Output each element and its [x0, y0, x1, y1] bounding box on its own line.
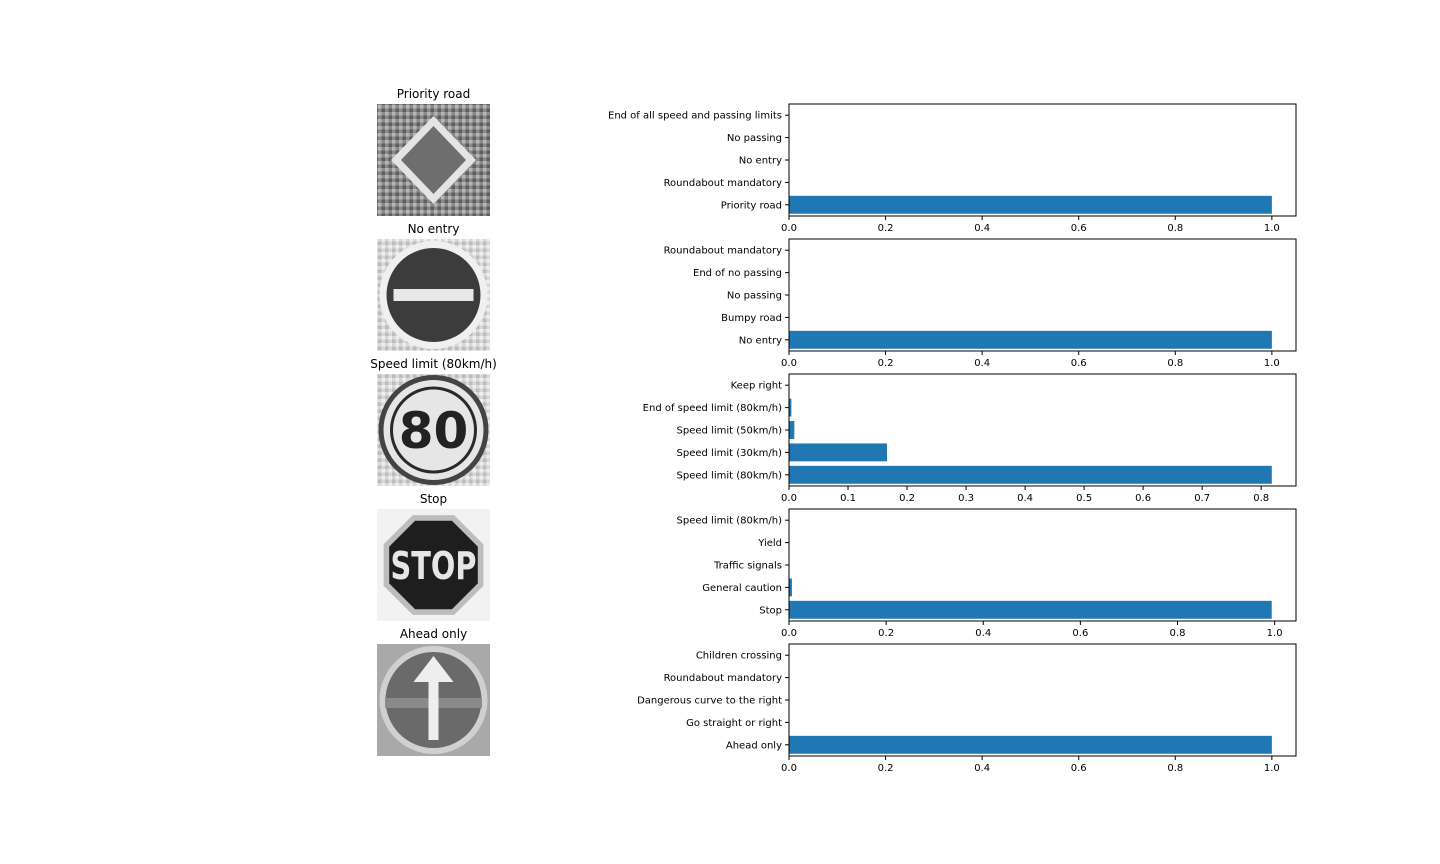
y-tick-label: Stop [759, 605, 782, 616]
sign-number: 80 [399, 402, 469, 460]
y-tick-label: Speed limit (80km/h) [677, 516, 783, 527]
y-tick-label: Roundabout mandatory [664, 246, 783, 257]
bar [789, 465, 1272, 484]
stop-sign-icon: STOP [377, 509, 490, 621]
probability-chart: Stop General caution Traffic signals Yield S… [677, 508, 1297, 639]
x-tick-label: 0.0 [781, 628, 797, 639]
x-tick-label: 0.0 [781, 493, 797, 504]
axes-frame [788, 103, 1297, 217]
x-tick-label: 0.4 [974, 223, 990, 234]
x-tick-label: 0.0 [781, 223, 797, 234]
y-tick-label: No entry [739, 156, 782, 167]
y-tick-label: Go straight or right [686, 718, 782, 729]
probability-chart: Ahead only Go straight or right Dangerous … [637, 643, 1297, 774]
x-tick-label: 0.4 [975, 628, 991, 639]
x-tick-label: 0.8 [1253, 493, 1269, 504]
y-tick-label: Bumpy road [721, 313, 782, 324]
y-tick-label: Roundabout mandatory [664, 178, 783, 189]
x-tick-label: 0.8 [1170, 628, 1186, 639]
bar [789, 330, 1272, 349]
y-tick-label: End of speed limit (80km/h) [643, 403, 782, 414]
probability-chart: No entry Bumpy road No passing End of no pa… [664, 238, 1297, 369]
bar [789, 600, 1272, 619]
x-tick-label: 0.6 [1071, 763, 1087, 774]
axes-frame [788, 238, 1297, 352]
x-tick-label: 0.8 [1167, 763, 1183, 774]
x-tick-label: 0.2 [878, 763, 894, 774]
bar [789, 578, 792, 597]
y-tick-label: Priority road [721, 200, 782, 211]
bar [789, 398, 792, 417]
x-tick-label: 1.0 [1264, 763, 1280, 774]
y-tick-label: End of no passing [693, 268, 782, 279]
no-entry-sign-icon [377, 239, 490, 351]
x-tick-label: 0.7 [1194, 493, 1210, 504]
ahead-only-sign-icon [377, 644, 490, 756]
x-tick-label: 0.6 [1072, 628, 1088, 639]
y-tick-label: General caution [702, 583, 782, 594]
x-tick-label: 1.0 [1264, 223, 1280, 234]
image-title: Ahead only [400, 627, 467, 641]
y-tick-label: Children crossing [696, 651, 782, 662]
x-tick-label: 0.6 [1071, 358, 1087, 369]
image-title: Stop [420, 492, 447, 506]
bar [789, 421, 795, 439]
priority-road-sign-icon [377, 104, 490, 216]
x-tick-label: 0.6 [1071, 223, 1087, 234]
y-tick-label: Speed limit (80km/h) [677, 470, 783, 481]
speed-limit-80-sign-icon: 80 [377, 374, 490, 486]
x-tick-label: 0.4 [974, 763, 990, 774]
y-tick-label: Roundabout mandatory [664, 673, 783, 684]
x-tick-label: 0.2 [878, 628, 894, 639]
axes-frame [788, 643, 1297, 757]
y-tick-label: No entry [739, 335, 782, 346]
x-tick-label: 0.1 [840, 493, 856, 504]
x-tick-label: 0.2 [878, 358, 894, 369]
y-tick-label: Yield [757, 538, 782, 549]
y-tick-label: Speed limit (30km/h) [677, 448, 783, 459]
y-tick-label: No passing [727, 133, 782, 144]
x-tick-label: 0.4 [1017, 493, 1033, 504]
y-tick-label: Dangerous curve to the right [637, 696, 782, 707]
axes-frame [788, 373, 1297, 487]
x-tick-label: 0.0 [781, 763, 797, 774]
x-tick-label: 0.2 [878, 223, 894, 234]
image-title: Priority road [397, 87, 471, 101]
bar [789, 443, 887, 462]
x-tick-label: 0.8 [1167, 223, 1183, 234]
y-tick-label: No passing [727, 291, 782, 302]
x-tick-label: 0.8 [1167, 358, 1183, 369]
probability-chart: Priority road Roundabout mandatory No entr… [608, 103, 1297, 234]
y-tick-label: Keep right [731, 381, 782, 392]
axes-frame [788, 508, 1297, 622]
x-tick-label: 1.0 [1264, 358, 1280, 369]
bar [789, 735, 1272, 754]
x-tick-label: 0.3 [958, 493, 974, 504]
y-tick-label: Traffic signals [713, 561, 782, 572]
x-tick-label: 0.4 [974, 358, 990, 369]
y-tick-label: Speed limit (50km/h) [677, 426, 783, 437]
image-title: No entry [408, 222, 460, 236]
y-tick-label: End of all speed and passing limits [608, 111, 782, 122]
bar [789, 195, 1272, 214]
image-title: Speed limit (80km/h) [370, 357, 497, 371]
x-tick-label: 0.6 [1135, 493, 1151, 504]
sign-text: STOP [391, 544, 477, 588]
x-tick-label: 0.0 [781, 358, 797, 369]
x-tick-label: 1.0 [1267, 628, 1283, 639]
y-tick-label: Ahead only [726, 740, 782, 751]
x-tick-label: 0.2 [899, 493, 915, 504]
x-tick-label: 0.5 [1076, 493, 1092, 504]
probability-chart: Speed limit (80km/h) Speed limit (30km/h)… [643, 373, 1297, 504]
